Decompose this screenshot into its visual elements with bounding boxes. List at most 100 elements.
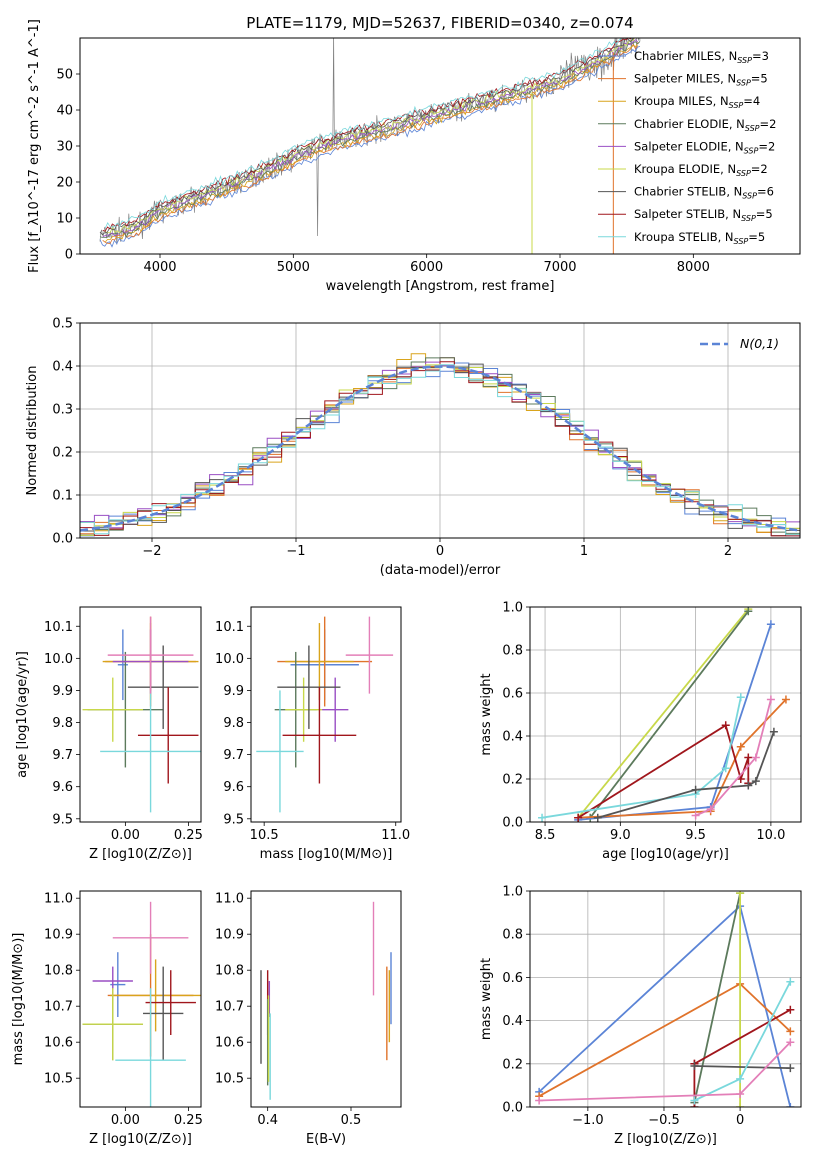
y-tick-label: 9.6: [223, 780, 244, 795]
panel-mass_vs_ebv: 0.4 0.5 10.5 10.6 10.7 10.8 10.9 11.0 E(B-V): [215, 890, 402, 1147]
axes-frame: [529, 606, 802, 823]
y-tick-label: 0.2: [502, 1057, 523, 1072]
y-tick-label: 10.0: [215, 652, 244, 667]
panel-age_vs_z: 0.00 0.25 9.5 9.6 9.7 9.8 9.9 10.0 10.1 Z [log10(…: [15, 606, 203, 862]
legend-label: N(0,1): [740, 336, 779, 351]
series-marker: [721, 721, 730, 730]
plot-area-age_vs_z: [82, 616, 201, 813]
panel-residuals: −2 −1 0 1 2 0.0 0.1 0.2 0.3 0.4 0.5 (data-model)/er…: [25, 317, 801, 578]
x-tick-label: 0: [736, 1113, 744, 1128]
spectrum-model-line: [105, 38, 635, 234]
y-tick-label: 10.8: [215, 964, 244, 979]
y-tick-label: 0.5: [52, 317, 73, 332]
series-marker: [706, 805, 715, 814]
x-tick-label: 0.25: [174, 828, 203, 843]
y-tick-label: 10.9: [215, 928, 244, 943]
legend-label: Salpeter ELODIE, NSSP=2: [634, 139, 775, 155]
spectrum-model-line: [102, 43, 639, 245]
series-line: [539, 1041, 791, 1102]
series-marker: [691, 785, 700, 794]
x-tick-label: 0.4: [257, 1113, 278, 1128]
x-tick-label: 11.0: [381, 828, 410, 843]
series-line: [578, 698, 787, 819]
panel-weight_vs_age: 8.5 9.0 9.5 10.0 0.0 0.2 0.4 0.6 0.8 1.0 age [log1…: [479, 601, 802, 862]
legend-label: Kroupa STELIB, NSSP=5: [634, 230, 765, 246]
series-marker: [786, 977, 795, 986]
x-tick-label: 0.00: [111, 1113, 140, 1128]
series-marker: [721, 764, 730, 773]
spectrum-model-line: [102, 39, 639, 238]
series-marker: [786, 1103, 795, 1107]
y-axis-label: mass weight: [479, 673, 494, 755]
x-tick-label: 2: [724, 544, 732, 559]
series-marker: [786, 1038, 795, 1047]
series-line: [538, 982, 791, 1097]
x-tick-label: −0.5: [648, 1113, 680, 1128]
series-marker: [751, 777, 760, 786]
x-tick-label: 8000: [677, 260, 710, 275]
panel-age_vs_mass: 10.5 11.0 9.5 9.6 9.7 9.8 9.9 10.0 10.1 mass [log…: [215, 606, 410, 862]
panel-mass_vs_z: 0.00 0.25 10.5 10.6 10.7 10.8 10.9 11.0 Z [log10…: [11, 890, 203, 1147]
x-tick-label: 10.5: [250, 828, 279, 843]
plot-area-mass_vs_z: [82, 901, 201, 1107]
legend-label: Chabrier STELIB, NSSP=6: [634, 185, 774, 201]
x-tick-label: −2: [142, 544, 161, 559]
plot-area-age_vs_mass: [256, 616, 394, 813]
series-marker: [766, 695, 775, 704]
x-axis-label: age [log10(age/yr)]: [602, 847, 729, 862]
x-axis-label: Z [log10(Z/Z⊙)]: [89, 1132, 192, 1147]
legend-label: Chabrier MILES, NSSP=3: [634, 49, 769, 65]
plot-area-residuals: [80, 353, 800, 538]
x-tick-label: −1.0: [572, 1113, 604, 1128]
series-marker: [751, 753, 760, 762]
axes-frame: [250, 890, 402, 1108]
y-tick-label: 0.3: [52, 403, 73, 418]
series-line: [577, 608, 749, 819]
plot-area-spectrum: [99, 38, 641, 254]
panel-weight_vs_z: −1.0 −0.5 0 0.0 0.2 0.4 0.6 0.8 1.0 Z [log10(Z/Z⊙…: [479, 885, 802, 1147]
series-marker: [535, 1096, 544, 1105]
series-marker: [786, 1064, 795, 1073]
series-marker: [766, 620, 775, 629]
y-tick-label: 1.0: [502, 885, 523, 900]
series-marker: [691, 811, 700, 820]
axes-frame: [79, 890, 202, 1108]
y-tick-label: 9.5: [223, 812, 244, 827]
axes-frame: [79, 606, 202, 823]
y-tick-label: 0.8: [502, 644, 523, 659]
legend-label: Chabrier ELODIE, NSSP=2: [634, 117, 776, 133]
series-line: [578, 623, 772, 821]
y-tick-label: 30: [56, 140, 73, 155]
series-line: [589, 610, 750, 819]
legend-label: Kroupa ELODIE, NSSP=2: [634, 162, 768, 178]
axes-frame: [79, 322, 801, 539]
series-marker: [769, 727, 778, 736]
legend-label: Salpeter MILES, NSSP=5: [634, 72, 768, 88]
plot-area-weight_vs_z: [535, 891, 795, 1107]
y-tick-label: 0.0: [52, 532, 73, 547]
series-marker: [744, 781, 753, 790]
series-marker: [690, 1061, 699, 1070]
y-tick-label: 0.1: [52, 489, 73, 504]
x-tick-label: 9.5: [685, 828, 706, 843]
spectrum-data-line: [99, 38, 641, 245]
y-tick-label: 11.0: [44, 892, 73, 907]
y-tick-label: 10.5: [44, 1072, 73, 1087]
x-tick-label: 10.0: [756, 828, 785, 843]
y-axis-label: Flux [f_λ10^-17 erg cm^-2 s^-1 A^-1]: [27, 19, 42, 273]
y-tick-label: 10.1: [44, 620, 73, 635]
series-marker: [736, 891, 745, 898]
series-marker: [538, 813, 547, 822]
series-line: [695, 699, 772, 817]
y-axis-label: mass [log10(M/M⊙)]: [11, 933, 26, 1066]
y-tick-label: 10.1: [215, 620, 244, 635]
x-tick-label: 6000: [410, 260, 443, 275]
y-tick-label: 11.0: [215, 892, 244, 907]
x-tick-label: 0.00: [111, 828, 140, 843]
y-tick-label: 9.9: [52, 684, 73, 699]
series-marker: [574, 813, 583, 822]
spectrum-model-line: [102, 38, 632, 232]
x-tick-label: 9.0: [610, 828, 631, 843]
spectrum-legend: Chabrier MILES, NSSP=3 Salpeter MILES, NS…: [598, 49, 776, 246]
